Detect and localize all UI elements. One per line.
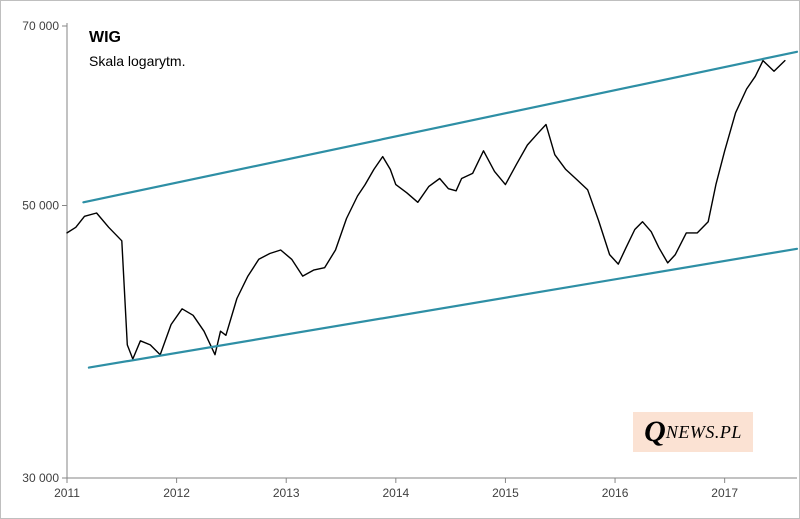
lower-channel-line [87, 247, 799, 369]
logo-letter-q: Q [644, 415, 666, 448]
chart-title: WIG [89, 29, 121, 46]
wig-index-line [66, 59, 786, 360]
x-tick-label: 2016 [602, 486, 629, 500]
x-tick-label: 2014 [382, 486, 409, 500]
x-tick-label: 2015 [492, 486, 519, 500]
x-tick-label: 2011 [54, 486, 80, 500]
y-tick-label: 30 000 [22, 471, 59, 485]
x-tick-label: 2012 [163, 486, 190, 500]
upper-channel-line [82, 50, 799, 204]
chart-subtitle: Skala logarytm. [89, 53, 186, 69]
x-tick-label: 2013 [273, 486, 300, 500]
y-tick-label: 70 000 [22, 19, 59, 33]
x-tick-label: 2017 [711, 486, 738, 500]
y-tick-label: 50 000 [22, 198, 59, 212]
logo-text: NEWS.PL [665, 421, 742, 442]
qnews-logo: Q NEWS.PL [633, 412, 753, 452]
